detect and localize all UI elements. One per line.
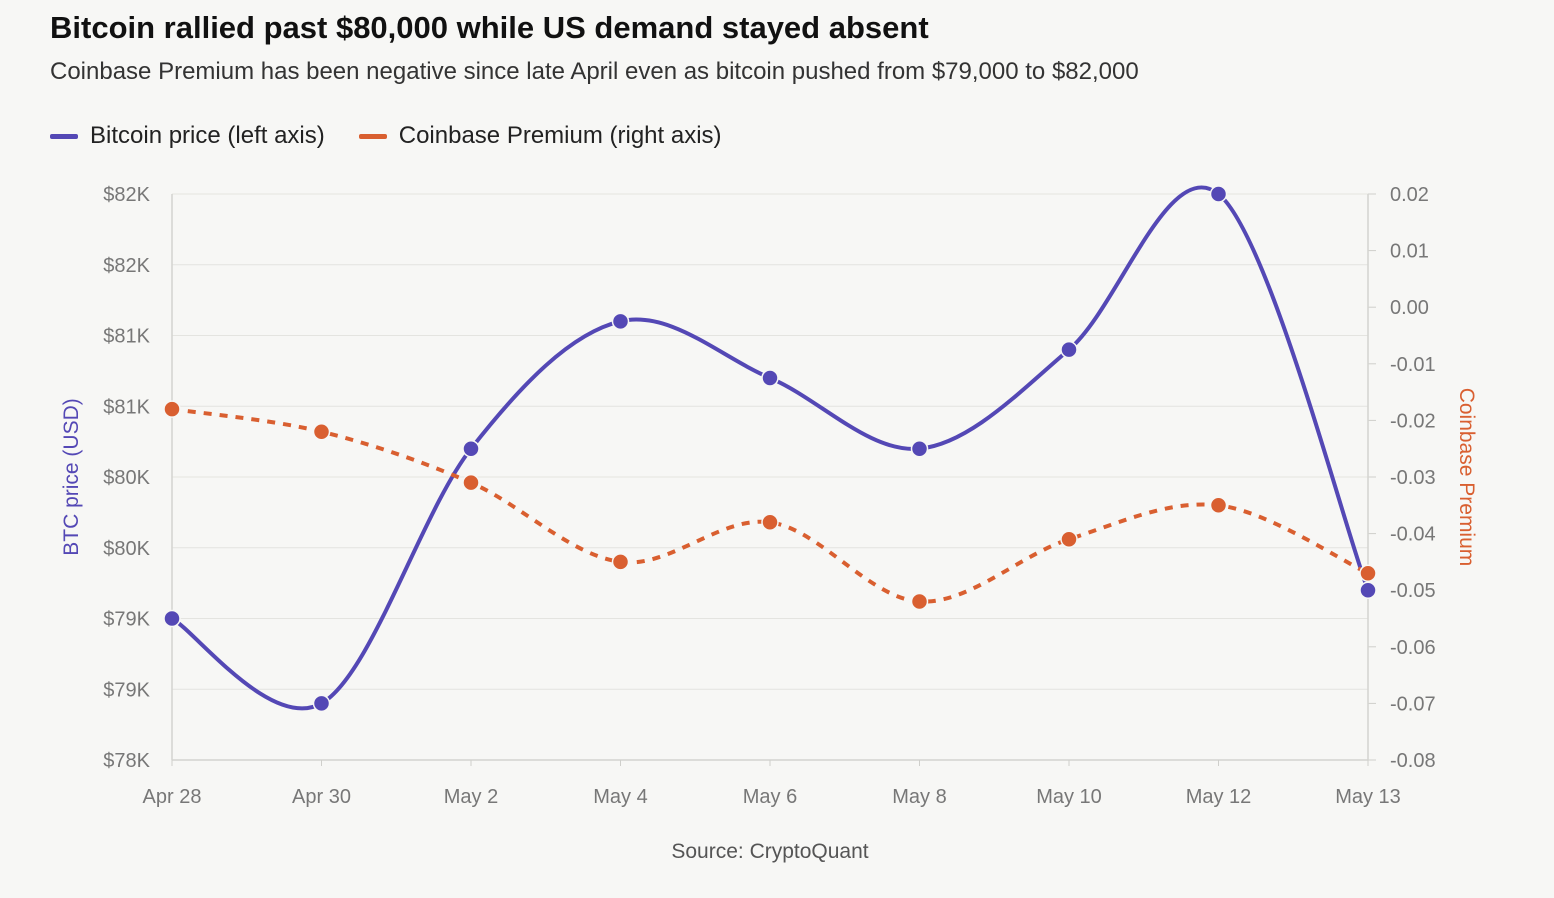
data-point-premium	[910, 592, 929, 611]
x-tick-label: Apr 28	[143, 786, 202, 808]
y-right-tick-label: -0.06	[1390, 637, 1436, 659]
data-point-bitcoin	[462, 439, 480, 458]
data-point-bitcoin	[1209, 185, 1228, 203]
y-right-tick-label: -0.04	[1390, 524, 1436, 546]
y-right-tick-label: -0.01	[1390, 354, 1436, 376]
legend-swatch-premium	[358, 133, 387, 139]
y-right-tick-label: -0.07	[1390, 693, 1436, 715]
y-right-tick-label: 0.02	[1390, 184, 1429, 206]
chart-subtitle: Coinbase Premium has been negative since…	[50, 58, 1139, 85]
data-point-premium	[1060, 530, 1078, 549]
x-tick-label: May 13	[1335, 786, 1401, 808]
x-tick-label: May 10	[1036, 786, 1102, 808]
data-point-bitcoin	[312, 694, 331, 713]
series-lines	[170, 185, 1370, 711]
y-left-tick-label: $82K	[103, 255, 150, 277]
y-right-tick-label: -0.03	[1390, 467, 1436, 489]
y-left-tick-label: $81K	[103, 396, 150, 418]
data-point-premium	[462, 473, 480, 492]
data-point-bitcoin	[1359, 581, 1377, 599]
legend-label-bitcoin: Bitcoin price (left axis)	[90, 122, 325, 149]
x-tick-label: May 6	[743, 786, 797, 808]
dual-axis-line-chart: $78K $79K $79K $80K $80K $81K $81K $82K $82K -0.0…	[60, 184, 1478, 808]
chart-source: Source: CryptoQuant	[671, 840, 869, 863]
legend-item-bitcoin[interactable]: Bitcoin price (left axis)	[50, 122, 325, 150]
legend-label-premium: Coinbase Premium (right axis)	[398, 122, 722, 149]
data-point-bitcoin	[163, 609, 181, 628]
y-left-tick-label: $78K	[103, 750, 150, 772]
x-tick-label: Apr 30	[292, 786, 351, 808]
x-tick-label: May 4	[593, 786, 647, 808]
data-point-bitcoin	[761, 369, 779, 387]
y-right-tick-label: -0.08	[1390, 750, 1436, 772]
data-point-premium	[611, 553, 630, 571]
x-tick-label: May 12	[1186, 786, 1252, 808]
legend-swatch-bitcoin	[50, 133, 78, 139]
series-line-bitcoin	[170, 185, 1370, 711]
x-tick-label: May 8	[892, 786, 946, 808]
legend-item-premium[interactable]: Coinbase Premium (right axis)	[358, 122, 722, 150]
x-tick-label: May 2	[444, 786, 498, 808]
y-left-tick-label: $79K	[103, 679, 150, 701]
chart-title: Bitcoin rallied past $80,000 while US de…	[50, 10, 929, 45]
data-point-premium	[1359, 564, 1377, 582]
y-right-tick-label: -0.02	[1390, 410, 1436, 432]
y-right-tick-label: -0.05	[1390, 580, 1436, 602]
data-point-premium	[312, 422, 331, 441]
data-point-bitcoin	[910, 439, 929, 458]
y-left-tick-label: $81K	[103, 326, 150, 348]
series-line-premium	[171, 407, 1369, 604]
chart-axes	[171, 193, 1376, 766]
chart-legend: Bitcoin price (left axis) Coinbase Premi…	[50, 122, 722, 150]
y-right-axis-title: Coinbase Premium	[1455, 388, 1478, 567]
y-left-tick-label: $82K	[103, 184, 150, 206]
series-points	[163, 185, 1377, 713]
data-point-premium	[1209, 496, 1228, 515]
data-point-premium	[163, 400, 181, 418]
y-left-axis-title: BTC price (USD)	[60, 398, 83, 556]
y-right-tick-label: 0.01	[1390, 241, 1429, 263]
y-left-tick-label: $79K	[103, 609, 150, 631]
y-right-tick-label: 0.00	[1390, 297, 1429, 319]
data-point-bitcoin	[1060, 340, 1078, 359]
y-left-tick-label: $80K	[103, 538, 150, 560]
tick-labels: $78K $79K $79K $80K $80K $81K $81K $82K $82K -0.0…	[60, 184, 1478, 808]
data-point-bitcoin	[611, 312, 630, 331]
y-left-tick-label: $80K	[103, 467, 150, 489]
data-point-premium	[761, 513, 779, 532]
